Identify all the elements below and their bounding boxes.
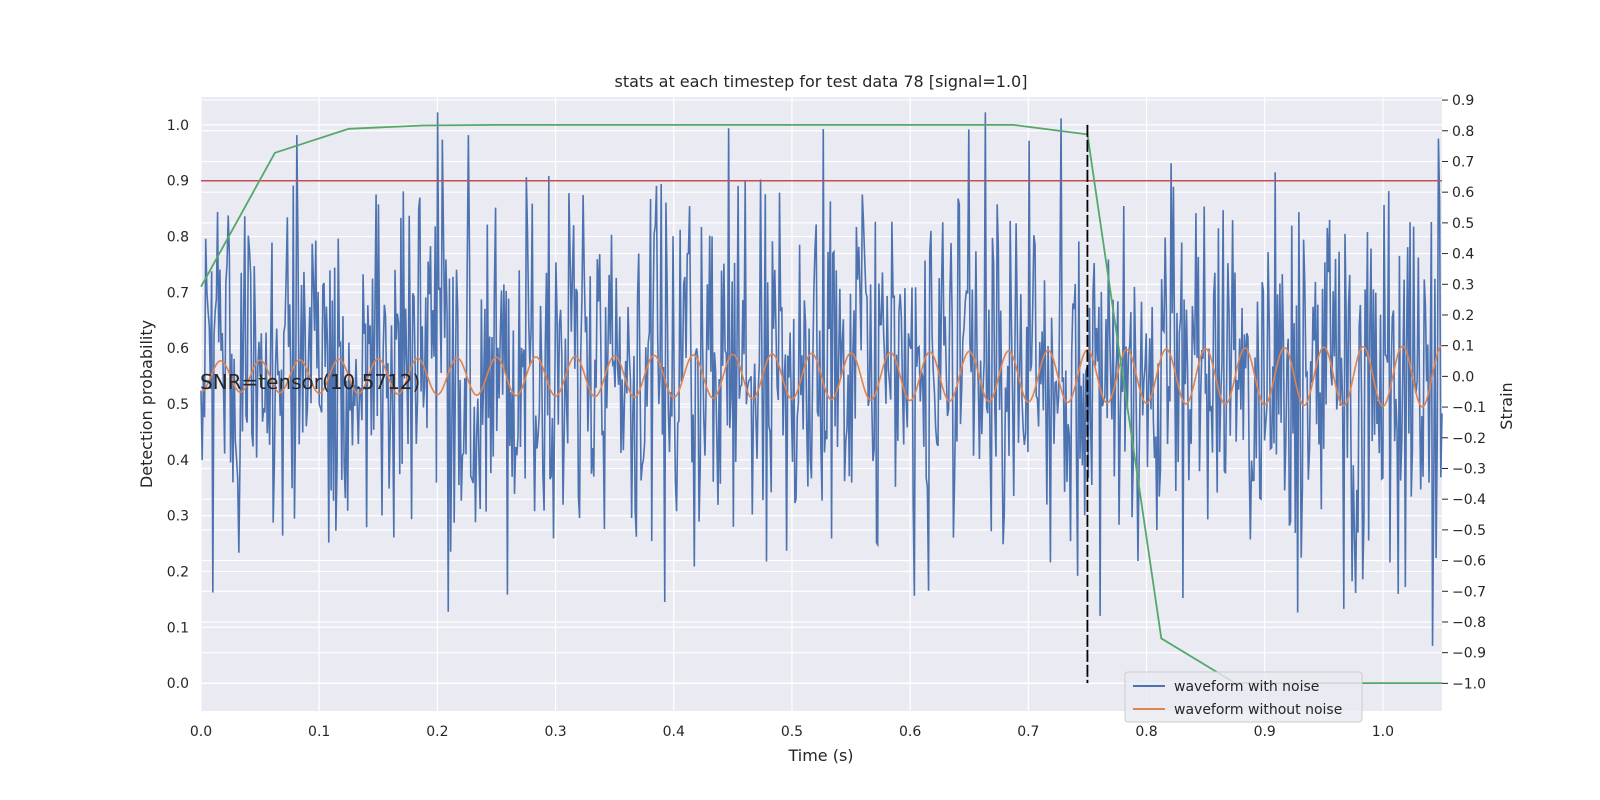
noisy-waveform-series	[200, 112, 1443, 646]
y-right-tick-label: 0.0	[1452, 369, 1474, 385]
x-tick-label: 0.8	[1135, 724, 1157, 740]
right-y-axis-ticks: 0.9 0.8 0.7 0.6 0.5 0.4 0.3 0.2 0.1 0.0 −0.1 −0.2 −0…	[1442, 93, 1486, 692]
y-right-tick-label: 0.4	[1452, 247, 1474, 263]
legend-label-noisy: waveform with noise	[1174, 679, 1319, 695]
legend-label-clean: waveform without noise	[1174, 702, 1342, 718]
y-right-tick-label: −1.0	[1452, 676, 1486, 692]
x-axis-ticks: 0.0 0.1 0.2 0.3 0.4 0.5 0.6 0.7 0.8 0.9 1.0	[190, 724, 1394, 740]
y-right-tick-label: −0.7	[1452, 584, 1486, 600]
y-right-tick-label: 0.1	[1452, 339, 1474, 355]
y-right-tick-label: −0.4	[1452, 492, 1486, 508]
y-left-tick-label: 0.0	[167, 676, 189, 692]
x-tick-label: 0.2	[426, 724, 448, 740]
left-y-axis-ticks: 0.0 0.1 0.2 0.3 0.4 0.5 0.6 0.7 0.8 0.9 1.0	[167, 118, 189, 692]
x-tick-label: 0.1	[308, 724, 330, 740]
right-y-axis-label: Strain	[1497, 382, 1516, 429]
y-right-tick-label: 0.7	[1452, 154, 1474, 170]
clean-waveform-line	[200, 344, 1443, 408]
x-axis-label: Time (s)	[787, 746, 853, 765]
legend-box	[1124, 671, 1363, 723]
y-left-tick-label: 0.7	[167, 285, 189, 301]
y-right-tick-label: −0.5	[1452, 523, 1486, 539]
noisy-waveform-line	[200, 112, 1443, 646]
x-tick-label: 0.7	[1017, 724, 1039, 740]
y-left-tick-label: 0.4	[167, 453, 189, 469]
y-right-tick-label: −0.3	[1452, 461, 1486, 477]
y-right-tick-label: −0.8	[1452, 615, 1486, 631]
snr-annotation: SNR=tensor(10.5712)	[200, 370, 420, 394]
left-y-axis-label: Detection probability	[137, 320, 156, 488]
x-tick-label: 1.0	[1372, 724, 1394, 740]
y-right-tick-label: −0.9	[1452, 646, 1486, 662]
y-left-tick-label: 0.2	[167, 564, 189, 580]
clean-waveform-series	[200, 344, 1443, 408]
y-left-tick-label: 0.6	[167, 341, 189, 357]
y-right-tick-label: 0.6	[1452, 185, 1474, 201]
y-right-tick-label: −0.6	[1452, 554, 1486, 570]
x-tick-label: 0.5	[781, 724, 803, 740]
legend: waveform with noise waveform without noi…	[1124, 671, 1363, 723]
chart-title: stats at each timestep for test data 78 …	[615, 72, 1028, 91]
y-right-tick-label: −0.2	[1452, 431, 1486, 447]
x-tick-label: 0.6	[899, 724, 921, 740]
y-left-tick-label: 0.8	[167, 230, 189, 246]
y-left-tick-label: 0.1	[167, 620, 189, 636]
y-left-tick-label: 0.9	[167, 174, 189, 190]
x-tick-label: 0.3	[544, 724, 566, 740]
y-right-tick-label: 0.8	[1452, 124, 1474, 140]
y-left-tick-label: 0.5	[167, 397, 189, 413]
x-tick-label: 0.9	[1254, 724, 1276, 740]
x-tick-label: 0.4	[663, 724, 685, 740]
y-right-tick-label: −0.1	[1452, 400, 1486, 416]
y-right-tick-label: 0.3	[1452, 277, 1474, 293]
x-tick-label: 0.0	[190, 724, 212, 740]
y-left-tick-label: 1.0	[167, 118, 189, 134]
y-right-tick-label: 0.5	[1452, 216, 1474, 232]
y-left-tick-label: 0.3	[167, 509, 189, 525]
y-right-tick-label: 0.2	[1452, 308, 1474, 324]
y-right-tick-label: 0.9	[1452, 93, 1474, 109]
